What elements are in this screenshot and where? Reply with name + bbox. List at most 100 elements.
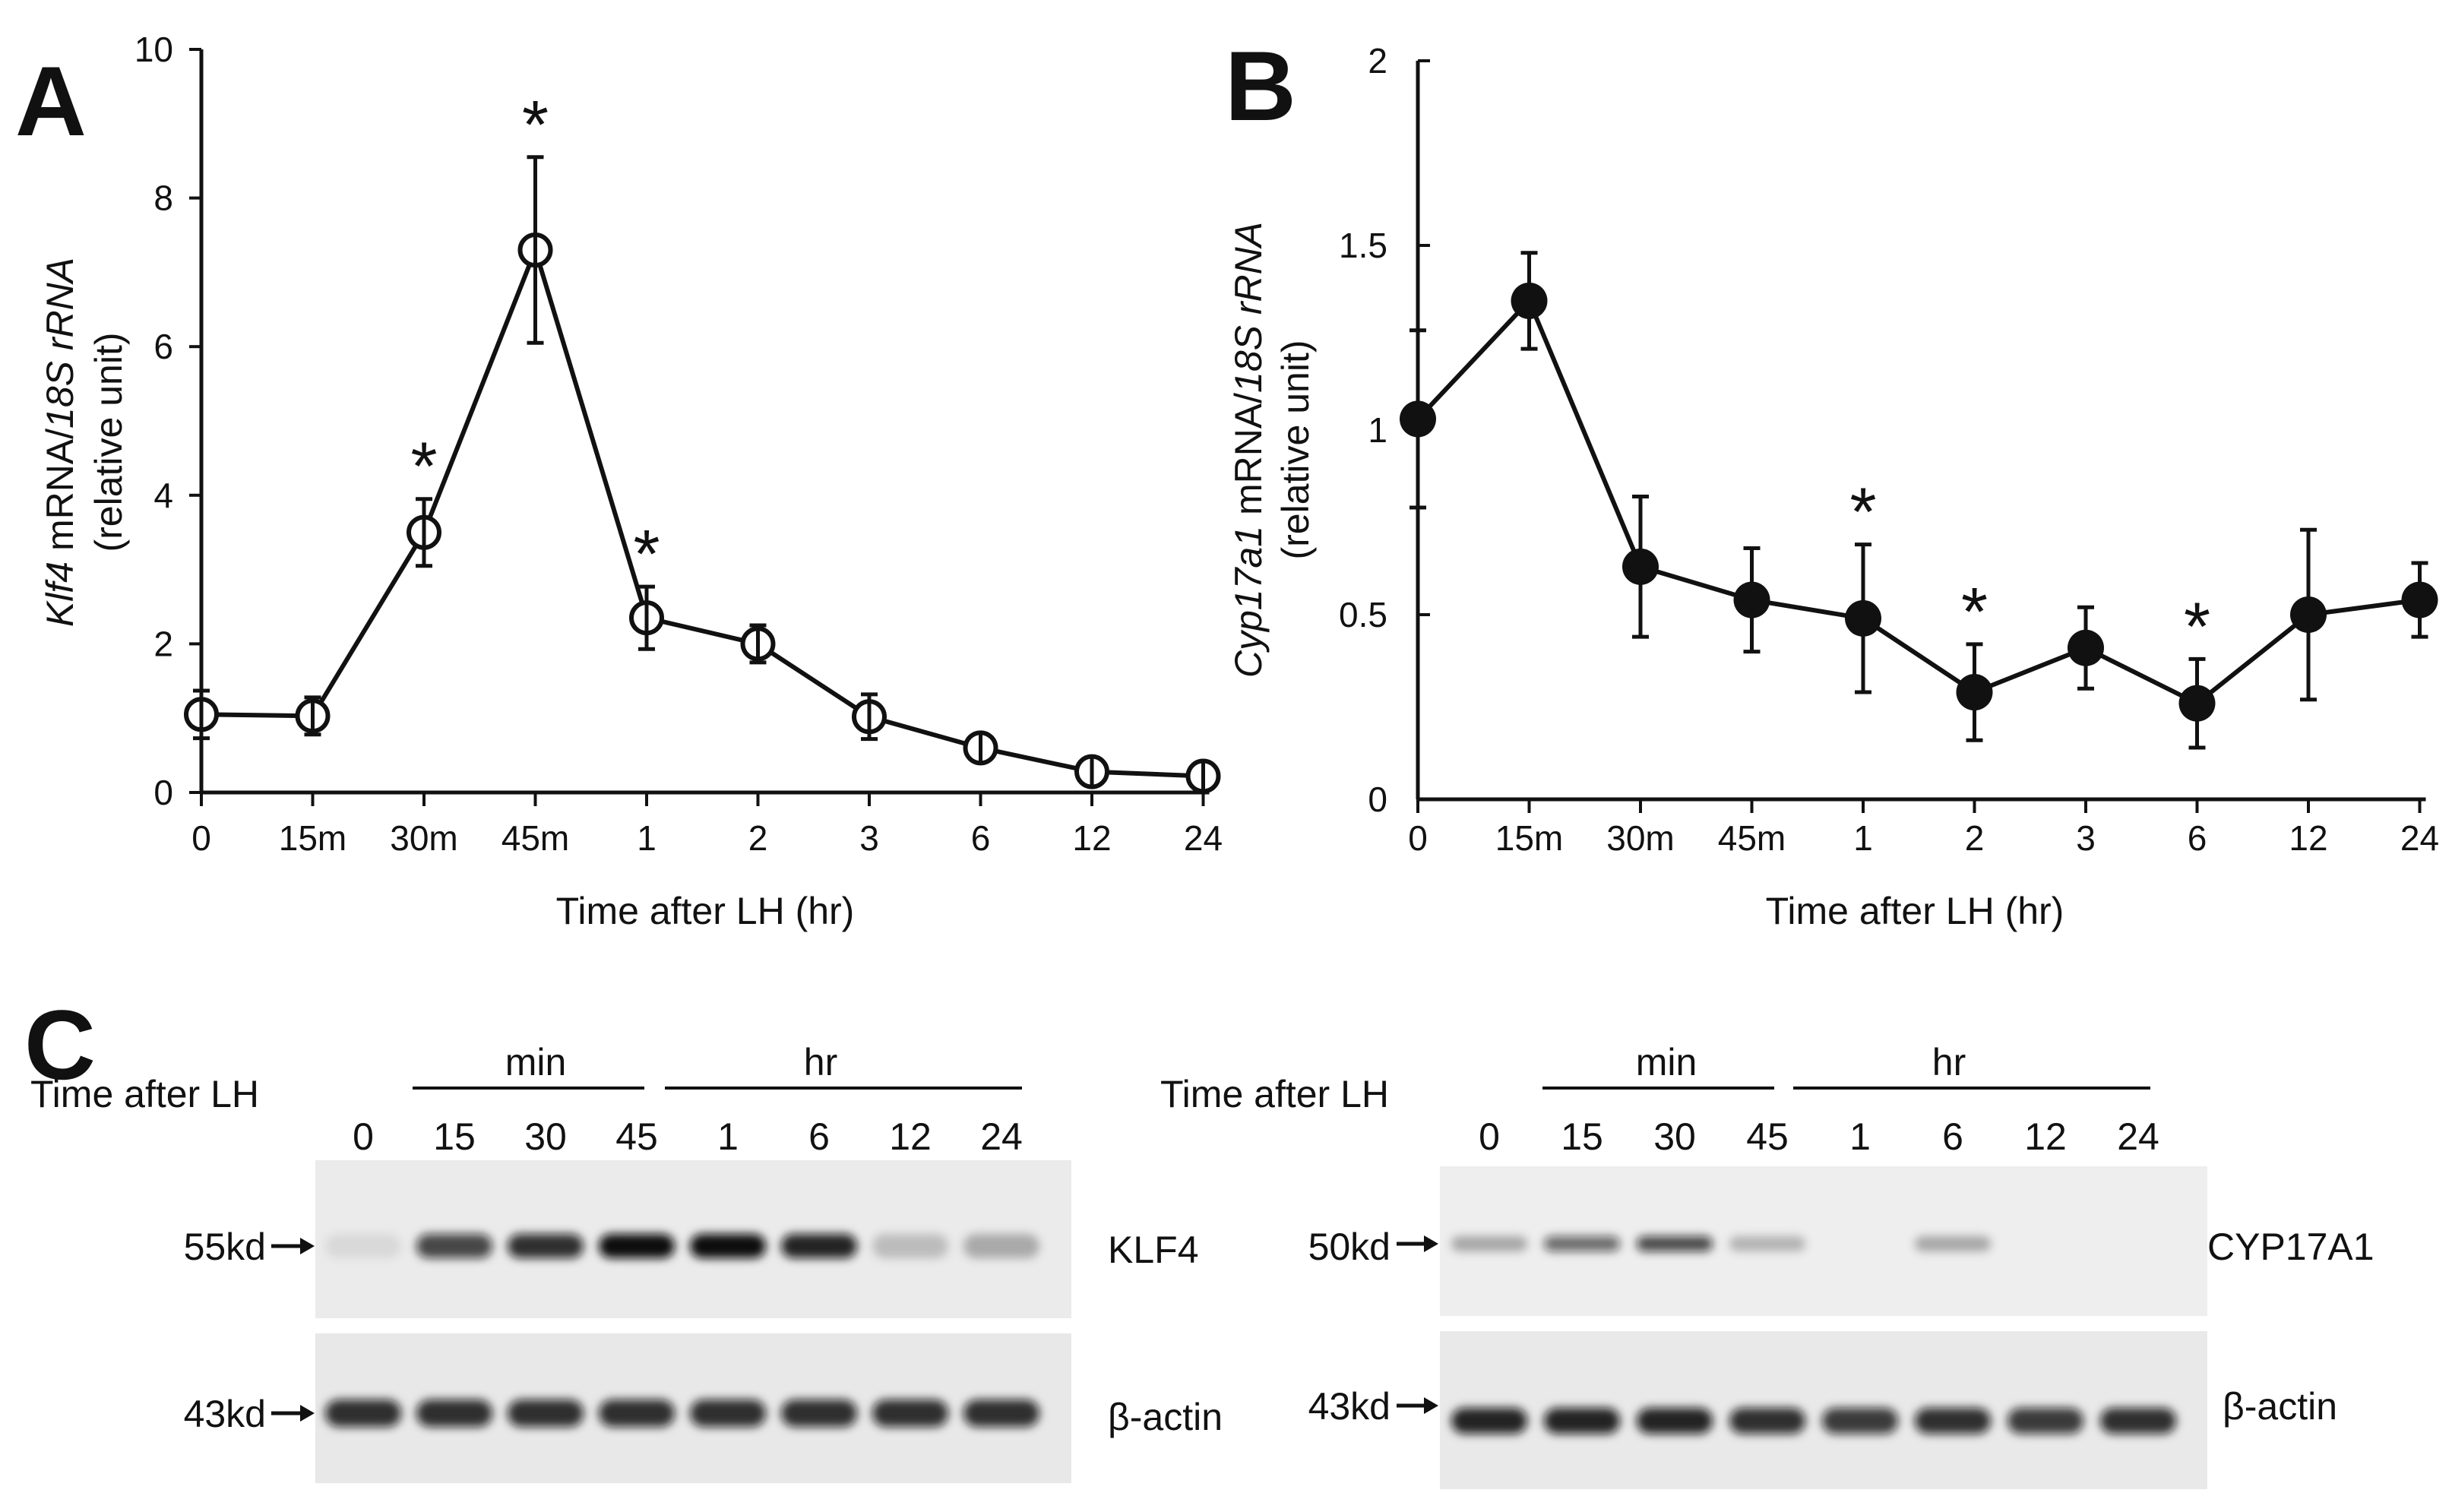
blot1-lane-label: 45 — [615, 1115, 658, 1158]
blot2-time-label: Time after LH — [1160, 1073, 1389, 1115]
chart-b-data: * * * — [1400, 251, 2438, 750]
chart-b-data-point — [1956, 674, 1993, 711]
blot2-top-bands — [1451, 1236, 1991, 1251]
blot1-top-marker: 55kd — [184, 1226, 266, 1268]
blot2-group-hr: hr — [1932, 1041, 1966, 1083]
chart-b-x-tick-label: 6 — [2188, 818, 2207, 858]
chart-a-axes — [199, 49, 1210, 795]
chart-b-y-label-gene: Cyp17a1 — [1227, 526, 1270, 678]
blot2-bottom-band — [1637, 1408, 1713, 1434]
blot1-top-band — [416, 1234, 492, 1258]
blot2-bottom-band — [1822, 1408, 1898, 1434]
chart-b-y-axis-unit: (relative unit) — [1274, 340, 1317, 560]
panel-letter-c: C — [24, 989, 96, 1100]
blot1-top-band — [690, 1234, 766, 1258]
blot1-group-hr: hr — [804, 1041, 837, 1083]
chart-b-significance-asterisk: * — [2184, 589, 2210, 665]
blot2-bottom-band — [2100, 1408, 2176, 1434]
chart-b-x-tick-label: 3 — [2076, 818, 2096, 858]
chart-b-y-tick-label: 0.5 — [1339, 595, 1387, 634]
blot1-time-label: Time after LH — [30, 1073, 259, 1115]
chart-b-y-label-ref: 18S rRNA — [1227, 222, 1270, 393]
chart-a-x-tick-label: 1 — [637, 818, 657, 858]
chart-b-x-tick-label: 15m — [1495, 818, 1563, 858]
chart-a-significance-asterisk: * — [522, 87, 549, 163]
chart-a-y-tick-label: 2 — [153, 624, 173, 663]
blot2-lane-label: 30 — [1653, 1115, 1696, 1158]
chart-b-significance-asterisk: * — [1961, 574, 1988, 650]
chart-a-y-tick-label: 4 — [153, 476, 173, 515]
blot2-bottom-band — [1915, 1408, 1991, 1434]
blot2-top-band — [1915, 1236, 1991, 1251]
blot2-top-band — [1729, 1236, 1805, 1251]
chart-a-y-tick-label: 10 — [134, 30, 173, 69]
chart-b-data-point — [1511, 282, 1548, 319]
chart-a-x-tick-label: 24 — [1184, 818, 1223, 858]
blot1-top-bands — [325, 1234, 1039, 1258]
blot1-bottom-bands — [325, 1400, 1039, 1427]
chart-a-x-axis-label: Time after LH (hr) — [556, 890, 855, 932]
chart-b-data-point — [1622, 548, 1659, 585]
blot1-lane-label: 15 — [433, 1115, 476, 1158]
blot1-lane-label: 12 — [889, 1115, 932, 1158]
blot1-bottom-marker: 43kd — [184, 1393, 266, 1435]
blot1-bottom-band — [872, 1400, 948, 1427]
chart-b-data-point — [2068, 629, 2104, 666]
blot1-top-protein: KLF4 — [1108, 1229, 1199, 1271]
chart-a-y-tick-label: 6 — [153, 327, 173, 366]
blot1-group-min: min — [505, 1041, 567, 1083]
chart-b-series-line — [1416, 296, 2420, 707]
chart-b-x-tick-label: 0 — [1408, 818, 1428, 858]
blot1-lane-labels: 0 15 30 45 1 6 12 24 — [353, 1115, 1023, 1158]
chart-a-y-axis-label: Klf4 mRNA/18S rRNA — [39, 258, 81, 627]
western-blot-cyp17a1: Time after LH min hr 0 15 30 45 1 6 12 24 50kd … — [1160, 1041, 2374, 1489]
chart-b-x-tick-label: 45m — [1718, 818, 1786, 858]
blot2-lane-label: 6 — [1942, 1115, 1963, 1158]
blot2-group-min: min — [1636, 1041, 1697, 1083]
blot1-bottom-protein: β-actin — [1108, 1396, 1223, 1438]
chart-a-y-label-gene: Klf4 — [39, 561, 81, 627]
chart-b: 00.511.520 15m 30m 45m 1 2 3 6 12 24 Time after L… — [1227, 41, 2439, 932]
panel-letter-b: B — [1225, 30, 1296, 141]
chart-b-x-tick-label: 1 — [1853, 818, 1873, 858]
chart-a-y-axis-unit: (relative unit) — [87, 333, 130, 552]
chart-b-y-tick-label: 0 — [1368, 780, 1387, 819]
western-blot-klf4: Time after LH min hr 0 15 30 45 1 6 12 24 55kd … — [30, 1041, 1223, 1483]
blot1-bottom-band — [781, 1400, 857, 1427]
blot1-top-band — [781, 1234, 857, 1258]
blot1-top-band — [599, 1234, 675, 1258]
chart-b-axes — [1416, 61, 2426, 802]
blot2-bottom-band — [2007, 1408, 2083, 1434]
chart-b-x-tick-label: 24 — [2400, 818, 2439, 858]
chart-b-data-point — [1400, 400, 1436, 438]
chart-a-x-tick-label: 45m — [501, 818, 569, 858]
chart-b-ticks: 00.511.520 15m 30m 45m 1 2 3 6 12 24 — [1339, 41, 2439, 858]
chart-a-y-tick-label: 8 — [153, 179, 173, 218]
chart-a-x-tick-label: 15m — [279, 818, 346, 858]
chart-a-data: * * * — [184, 87, 1221, 794]
panel-letter-a: A — [15, 46, 87, 157]
chart-b-significance-asterisk: * — [1849, 475, 1876, 551]
blot1-bottom-band — [963, 1400, 1039, 1427]
chart-b-x-tick-label: 12 — [2289, 818, 2327, 858]
blot1-top-band — [872, 1234, 948, 1258]
blot1-bottom-band — [690, 1400, 766, 1427]
blot1-lane-label: 0 — [353, 1115, 374, 1158]
chart-b-y-label-mid: mRNA/ — [1227, 393, 1270, 526]
blot1-lane-label: 30 — [524, 1115, 567, 1158]
blot2-bottom-bands — [1451, 1408, 2176, 1434]
chart-b-y-tick-label: 2 — [1368, 41, 1387, 81]
chart-b-y-tick-label: 1.5 — [1339, 226, 1387, 265]
blot2-bottom-arrow-icon — [1397, 1397, 1438, 1414]
blot1-bottom-band — [325, 1400, 401, 1427]
blot2-bottom-band — [1451, 1408, 1527, 1434]
chart-a-x-tick-label: 30m — [390, 818, 457, 858]
chart-b-y-axis-label: Cyp17a1 mRNA/18S rRNA — [1227, 222, 1270, 678]
blot2-top-band — [1544, 1236, 1620, 1251]
chart-a-x-tick-label: 2 — [748, 818, 768, 858]
blot1-lane-label: 1 — [717, 1115, 739, 1158]
blot2-lane-label: 45 — [1746, 1115, 1789, 1158]
chart-a-x-tick-label: 3 — [859, 818, 879, 858]
chart-a-significance-asterisk: * — [410, 429, 437, 505]
